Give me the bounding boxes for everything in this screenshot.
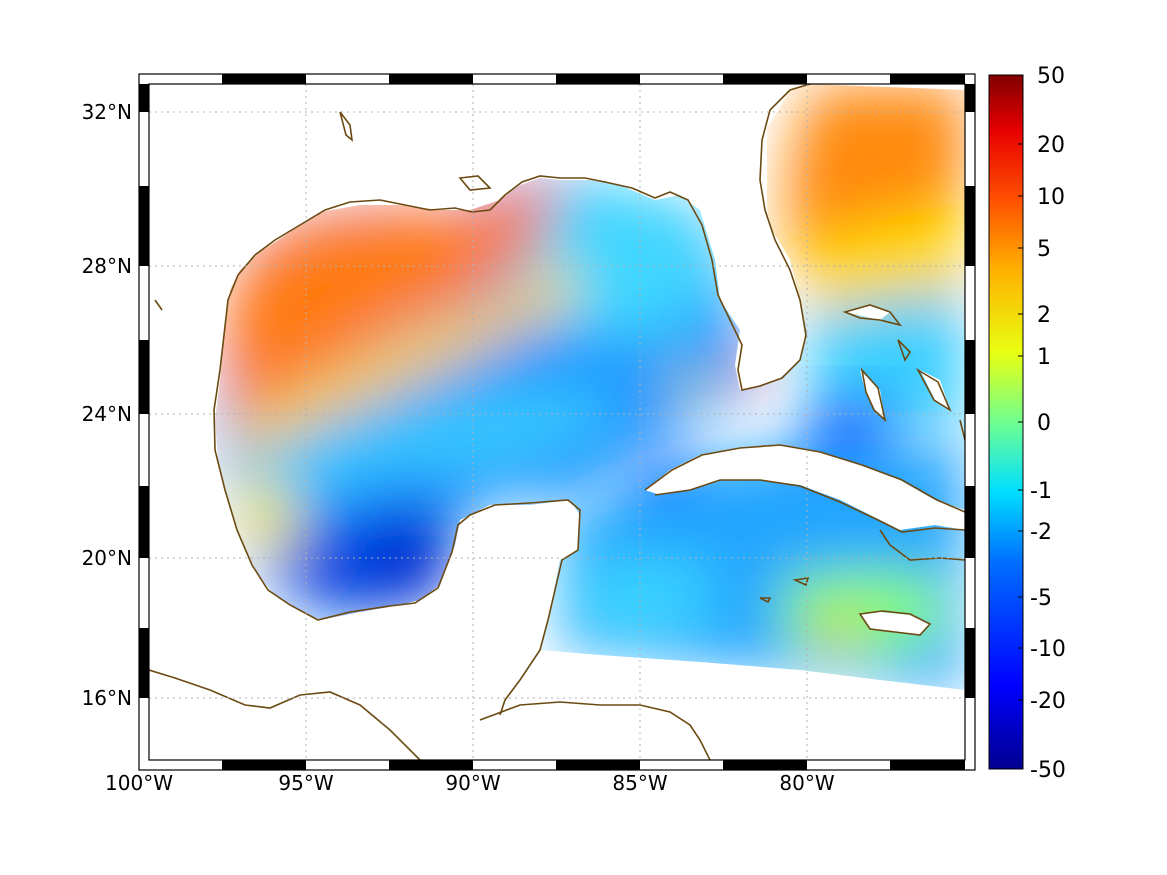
lat-label: 24°N — [82, 402, 132, 426]
lon-label: 100°W — [105, 771, 173, 795]
grid — [149, 84, 965, 760]
colorbar-label: 10 — [1037, 185, 1065, 210]
colorbar-label: 2 — [1037, 303, 1051, 328]
lon-tick-labels: 100°W 95°W 90°W 85°W 80°W — [105, 771, 835, 795]
colorbar-label: 20 — [1037, 133, 1065, 158]
colorbar-label: 50 — [1037, 64, 1065, 89]
lon-label: 90°W — [445, 771, 500, 795]
colorbar-label: -5 — [1030, 586, 1052, 611]
lon-label: 95°W — [278, 771, 333, 795]
lat-tick-labels: 32°N 28°N 24°N 20°N 16°N — [82, 100, 132, 710]
lat-label: 28°N — [82, 254, 132, 278]
colorbar-label: -20 — [1030, 689, 1066, 714]
map-frame — [138, 73, 976, 771]
lat-label: 20°N — [82, 546, 132, 570]
lat-label: 16°N — [82, 686, 132, 710]
colorbar-label: 5 — [1037, 237, 1051, 262]
colorbar-label: -2 — [1030, 520, 1052, 545]
coastline — [149, 84, 965, 760]
colorbar-scale — [988, 74, 1024, 770]
colorbar: 50 20 10 5 2 1 0 -1 -2 -5 -10 -20 -50 — [988, 64, 1066, 783]
colorbar-label: -1 — [1030, 479, 1052, 504]
colorbar-label: 1 — [1037, 345, 1051, 370]
lat-label: 32°N — [82, 100, 132, 124]
colorbar-label: 0 — [1037, 411, 1051, 436]
lon-label: 80°W — [779, 771, 834, 795]
data-field — [215, 175, 780, 615]
colorbar-label: -10 — [1030, 637, 1066, 662]
colorbar-label: -50 — [1030, 758, 1066, 783]
lon-label: 85°W — [612, 771, 667, 795]
